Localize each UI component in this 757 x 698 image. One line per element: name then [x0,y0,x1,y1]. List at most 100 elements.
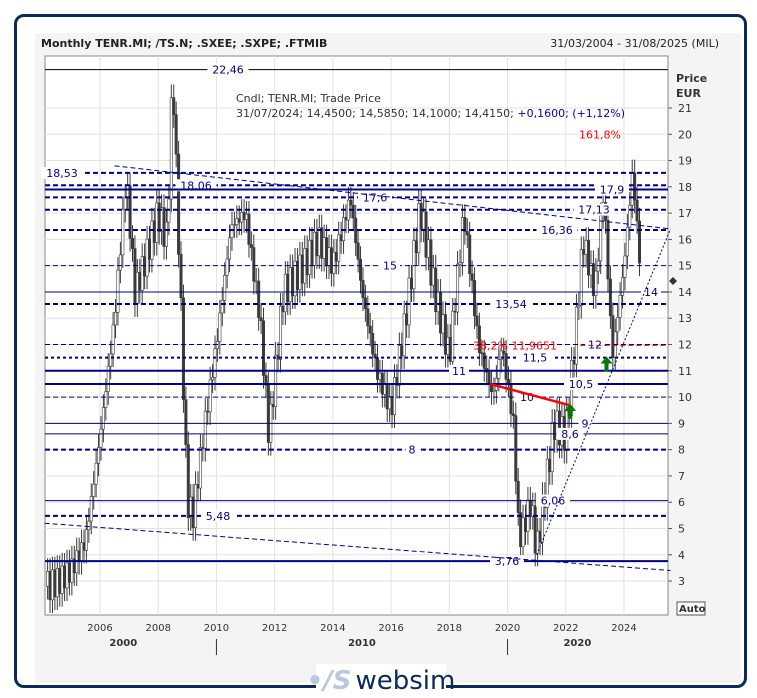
candle-body [164,221,168,247]
candle-body [533,505,537,554]
y-tick-label: 10 [678,391,692,404]
candle-body [84,529,88,551]
candle-body [521,517,525,548]
candle-body [194,484,198,528]
candle-body [147,238,151,260]
candle-body [104,391,108,408]
candle-body [257,280,261,318]
y-tick-label: 18 [678,181,692,194]
candle-body [298,254,302,290]
candle-body [371,332,375,355]
candle-body [286,273,290,303]
candle-body [121,209,125,256]
candle-body [50,569,54,601]
candle-body [538,530,542,543]
legend-ohlc: 31/07/2024; 14,4500; 14,5850; 14,1000; 1… [236,107,517,120]
candle-body [426,239,430,258]
candle-body [392,377,396,416]
candle-body [308,239,312,276]
candle-body [203,410,207,449]
level-label: 11 [452,365,466,378]
level-label: 18,53 [46,167,78,180]
candle-body [87,520,91,531]
candle-body [487,372,491,385]
date-range: 31/03/2004 - 31/08/2025 (MIL) [550,37,719,50]
candle-body [232,224,236,227]
candle-body [616,317,620,333]
candle-body [327,247,331,267]
candle-body [368,325,372,334]
candle-body [385,384,389,410]
candle-body [278,305,282,360]
candle-body [511,413,515,416]
candle-body [422,211,426,230]
candle-body [611,315,615,358]
x-tick-label: 2014 [320,623,345,634]
candle-body [198,447,202,489]
y-tick-label: 13 [678,312,692,325]
candle-body [63,565,67,589]
candle-body [135,271,139,305]
candle-body [434,267,438,313]
candle-body [208,379,212,413]
trendline [114,165,671,230]
decade-label: 2000 [109,638,137,649]
decade-label: 2020 [563,638,591,649]
level-label: 8 [409,444,416,457]
y-tick-label: 11 [678,365,692,378]
candle-body [53,569,57,598]
candle-body [46,571,50,587]
buy-arrow-icon [600,356,613,372]
auto-scale-button[interactable] [676,601,706,616]
candle-body [201,447,205,449]
candle-body [283,273,287,313]
candle-body [225,258,229,276]
candle-body [334,251,338,262]
candle-body [288,267,292,303]
candle-body [344,217,348,221]
candle-body [628,204,632,228]
y-tick-label: 5 [678,522,685,535]
level-label-bg [490,555,524,568]
candle-body [548,458,552,473]
candle-body [451,310,455,362]
level-label-bg [641,285,661,298]
candle-body [439,291,443,334]
level-label-bg [207,63,249,76]
websim-logo: •/S websim [307,664,455,698]
level-label-bg [578,417,592,430]
y-tick-label: 17 [678,207,692,220]
candle-body [599,215,603,262]
candle-body [339,234,343,242]
candle-body [242,212,246,220]
fib-label: 161,8% [579,128,621,141]
candle-body [390,396,394,416]
legend-line1: Cndl; TENR.MI; Trade Price [236,92,381,105]
candle-body [638,220,642,264]
candle-body [473,280,477,317]
y-tick-label: 7 [678,470,685,483]
candle-body [82,542,86,551]
level-label-bg [585,338,605,351]
candle-body [123,196,127,210]
candle-body [116,269,120,313]
candle-body [458,262,462,265]
candle-body [376,357,380,380]
level-label: 14 [644,286,658,299]
candle-body [579,249,583,306]
candle-body [378,372,382,380]
candle-body [315,231,319,257]
y-tick-label: 14 [678,286,692,299]
auto-scale-label: Auto [679,604,706,615]
level-label-bg [518,351,552,364]
candle-body [172,97,176,115]
candle-body [138,271,142,291]
logo-mark-icon: •/S [306,666,352,696]
level-label: 17,6 [363,191,388,204]
level-label: 8,6 [561,428,579,441]
candle-body [220,299,224,314]
candle-body [516,480,520,513]
candle-body [456,263,460,313]
candle-body [228,237,232,260]
